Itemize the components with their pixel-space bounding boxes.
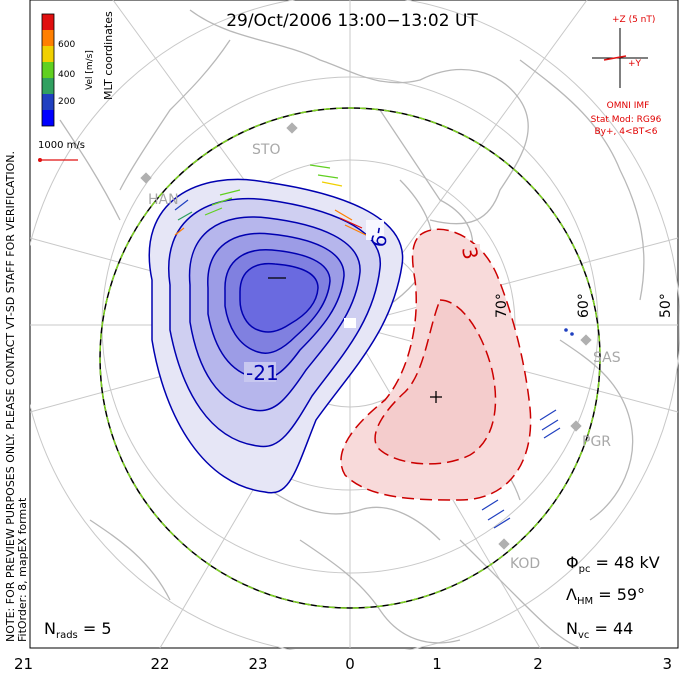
velocity-colorbar — [41, 13, 55, 127]
vel-tick-200: 200 — [58, 97, 75, 107]
preview-note: NOTE: FOR PREVIEW PURPOSES ONLY. PLEASE … — [4, 151, 17, 642]
contour-label-neg2: -9 — [366, 225, 393, 249]
imf-condition: By+, 4<BT<6 — [595, 127, 658, 137]
imf-y-label: +Y — [628, 59, 642, 69]
velocity-vectors — [174, 164, 574, 529]
mlt-tick-3: 3 — [662, 655, 672, 673]
station-kod: KOD — [510, 556, 540, 572]
mlt-tick-21: 21 — [14, 655, 33, 673]
imf-source: OMNI IMF — [607, 101, 650, 111]
ref-vector-label: 1000 m/s — [38, 140, 85, 151]
station-pgr: PGR — [582, 434, 611, 450]
page-title: 29/Oct/2006 13:00−13:02 UT — [226, 11, 478, 31]
mlt-tick-22: 22 — [150, 655, 169, 673]
lat-label-50: 50° — [658, 293, 674, 318]
vel-tick-600: 600 — [58, 40, 75, 50]
lambda-hm: ΛHM = 59° — [566, 585, 645, 607]
station-sto: STO — [252, 142, 280, 158]
station-sas: SAS — [593, 350, 621, 366]
mlt-tick-1: 1 — [432, 655, 442, 673]
imf-z-label: +Z (5 nT) — [612, 15, 655, 25]
vel-tick-400: 400 — [58, 70, 75, 80]
pos-contour-2 — [374, 299, 497, 465]
contour-label-pos: 3 — [457, 245, 483, 262]
n-vc: Nvc = 44 — [566, 619, 633, 641]
coords-label: MLT coordinates — [102, 11, 115, 100]
negative-cell — [148, 178, 404, 494]
potential-extremes — [268, 277, 442, 403]
mlt-tick-2: 2 — [533, 655, 543, 673]
mlt-tick-23: 23 — [248, 655, 267, 673]
hm-boundary-dash — [99, 107, 601, 609]
station-han: HAN — [148, 192, 179, 208]
neg-contour-6 — [239, 262, 319, 333]
mlt-tick-0: 0 — [345, 655, 355, 673]
contour-label-neg: -21 — [246, 361, 279, 385]
imf-vector — [603, 55, 627, 61]
lat-label-60: 60° — [576, 293, 592, 318]
fit-order-note: FitOrder: 8, mapEX format — [16, 497, 29, 642]
n-rads: Nrads = 5 — [44, 619, 112, 641]
vel-scale-label: Vel [m/s] — [85, 50, 95, 90]
stat-model: Stat Mod: RG96 — [591, 115, 662, 125]
phi-pc: Φpc = 48 kV — [566, 553, 660, 575]
coastlines — [59, 9, 645, 649]
white-dot — [344, 318, 356, 328]
positive-cell — [340, 228, 532, 501]
lat-label-70: 70° — [494, 293, 510, 318]
